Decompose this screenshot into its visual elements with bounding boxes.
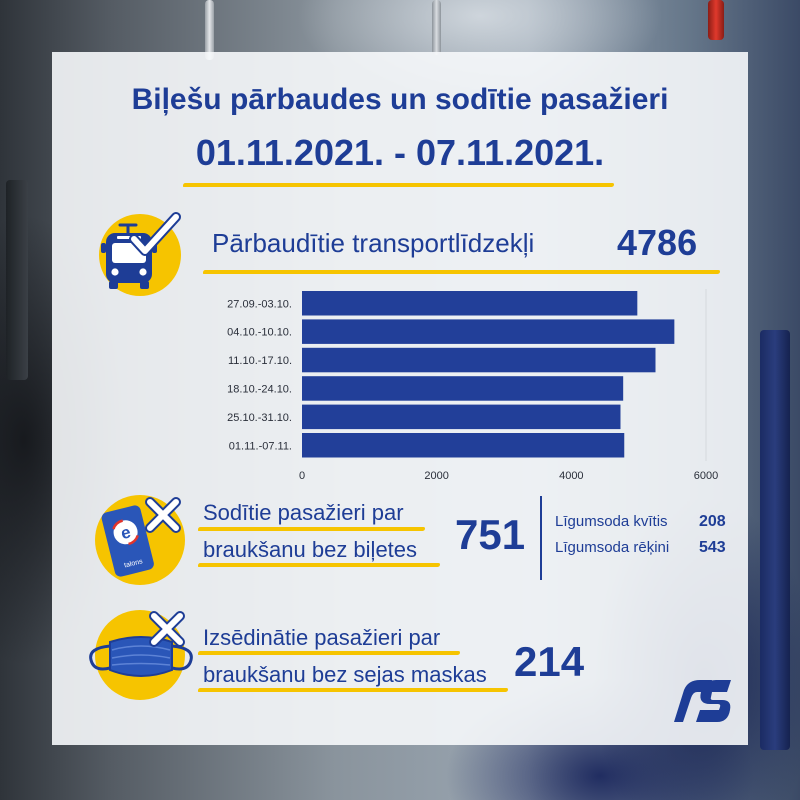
weekly-vehicles-bar-chart: 27.09.-03.10. 04.10.-10.10. 11.10.-17.10. 1… — [227, 289, 718, 482]
bar-18.10.-24.10. — [302, 376, 624, 401]
title-underline — [183, 183, 614, 187]
category-label: 27.09.-03.10. — [227, 298, 292, 310]
bar-25.10.-31.10. — [302, 404, 621, 430]
card-logo-text: talons — [124, 558, 144, 569]
rigas-satiksme-logo — [674, 680, 731, 722]
title-line-1: Biļešu pārbaudes un sodītie pasažieri — [131, 83, 669, 116]
x-tick-label: 6000 — [694, 470, 718, 482]
x-tick-label: 0 — [299, 470, 305, 482]
fines-receipts-value: 208 — [699, 513, 726, 530]
mask-underline-2 — [198, 688, 508, 692]
mask-label-line-1: Izsēdinātie pasažieri par — [203, 625, 441, 650]
fined-total-value: 751 — [455, 511, 526, 558]
x-tick-label: 4000 — [559, 470, 583, 482]
bar-04.10.-10.10. — [302, 319, 675, 344]
bar-01.11.-07.11. — [302, 433, 625, 458]
vehicles-checked-value: 4786 — [617, 222, 698, 263]
background-pole — [708, 0, 724, 40]
category-label: 11.10.-17.10. — [228, 355, 292, 367]
category-label: 25.10.-31.10. — [227, 412, 292, 424]
fined-underline-1 — [198, 527, 425, 531]
title-date-range: 01.11.2021. - 07.11.2021. — [195, 132, 605, 173]
mask-underline-1 — [198, 651, 460, 655]
fined-label-line-2: braukšanu bez biļetes — [203, 537, 418, 562]
background-pole — [760, 330, 790, 750]
category-label: 01.11.-07.11. — [229, 440, 292, 452]
fined-underline-2 — [198, 563, 440, 567]
fines-invoices-value: 543 — [699, 539, 726, 556]
mask-removed-value: 214 — [514, 638, 585, 685]
mask-label-line-2: braukšanu bez sejas maskas — [203, 662, 487, 687]
face-mask-cross-icon — [89, 610, 193, 700]
fined-divider — [540, 496, 542, 580]
e-talons-card-cross-icon: e talons — [95, 495, 185, 585]
vehicles-checked-label: Pārbaudītie transportlīdzekļi — [212, 228, 535, 258]
background-pole — [432, 0, 441, 55]
x-tick-label: 2000 — [424, 470, 448, 482]
fined-label-line-1: Sodītie pasažieri par — [203, 500, 404, 525]
svg-text:e: e — [119, 522, 133, 543]
vehicles-underline — [203, 270, 720, 274]
bar-27.09.-03.10. — [302, 291, 638, 316]
category-label: 04.10.-10.10. — [227, 327, 292, 339]
fines-receipts-label: Līgumsoda kvītis — [555, 513, 668, 530]
trolleybus-check-icon — [99, 212, 181, 296]
background-pole — [6, 180, 28, 380]
bar-11.10.-17.10. — [302, 347, 656, 373]
fines-invoices-label: Līgumsoda rēķini — [555, 539, 670, 556]
category-label: 18.10.-24.10. — [227, 383, 292, 395]
background-pole — [205, 0, 214, 60]
